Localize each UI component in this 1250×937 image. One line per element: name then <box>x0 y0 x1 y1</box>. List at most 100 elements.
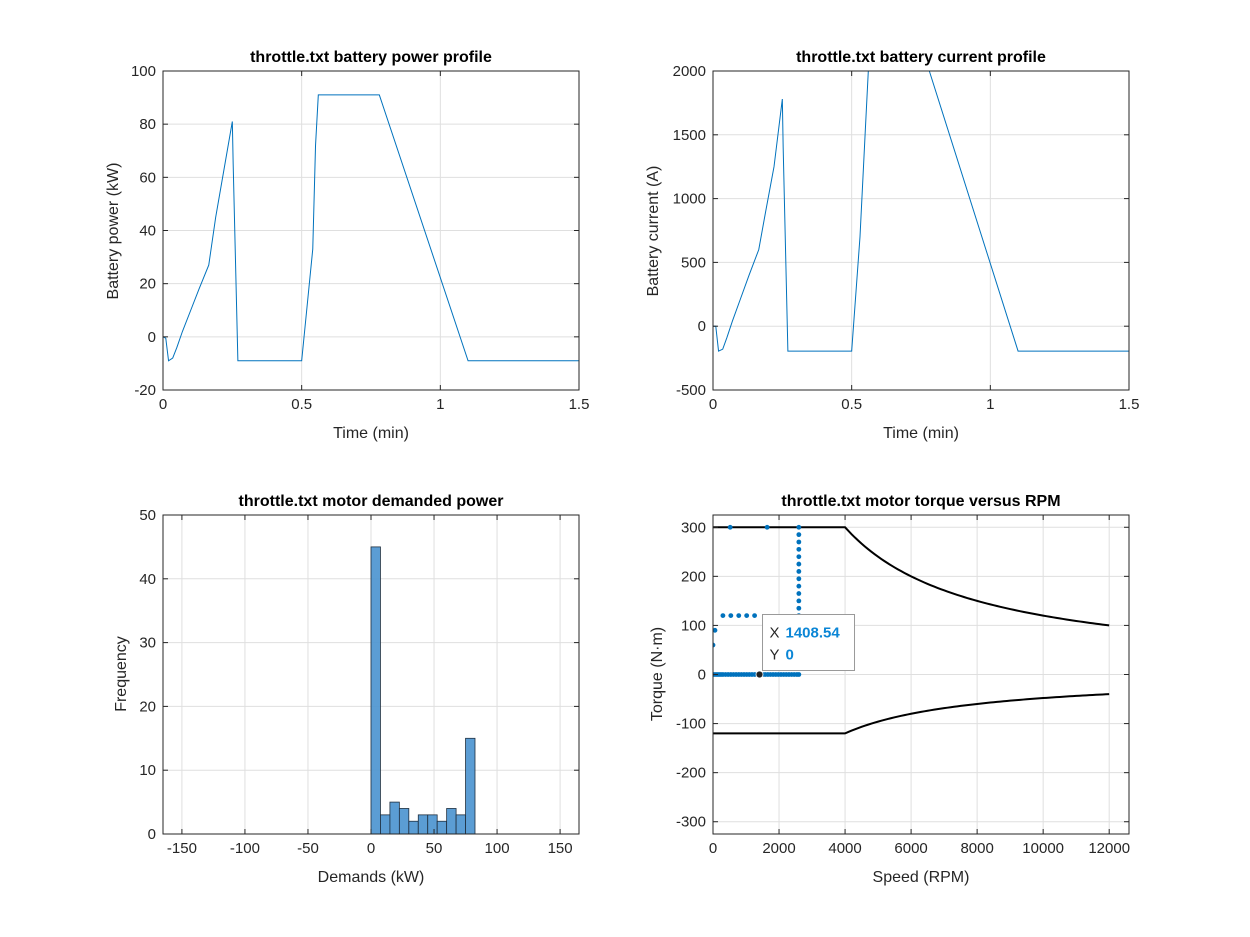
x-tick-label: 0 <box>709 840 717 857</box>
y-axis-label: Battery current (A) <box>645 166 662 297</box>
scatter-point[interactable] <box>796 598 802 604</box>
histogram-bar[interactable] <box>436 820 448 834</box>
datatip-y-label: Y <box>770 647 780 664</box>
scatter-point[interactable] <box>796 672 802 677</box>
scatter-point[interactable] <box>796 539 802 545</box>
scatter-point[interactable] <box>796 576 802 582</box>
y-tick-label: -20 <box>134 382 156 399</box>
y-tick-label: 0 <box>148 329 156 346</box>
y-tick-label: 1000 <box>673 191 706 208</box>
y-tick-label: 100 <box>681 617 706 634</box>
histogram-bar[interactable] <box>446 808 457 834</box>
histogram-bar[interactable] <box>370 546 381 834</box>
scatter-point[interactable] <box>796 532 802 538</box>
y-tick-label: 1500 <box>673 127 706 144</box>
x-tick-label: 4000 <box>828 840 861 857</box>
axes-battery-current[interactable]: throttle.txt battery current profile Tim… <box>645 49 1139 442</box>
x-tick-label: 0.5 <box>841 396 862 413</box>
x-tick-label: 8000 <box>960 840 993 857</box>
histogram-bar[interactable] <box>427 814 438 834</box>
datatip[interactable]: X 1408.54 Y 0 <box>762 614 856 671</box>
y-tick-label: 100 <box>131 63 156 80</box>
y-tick-label: 200 <box>681 568 706 585</box>
x-tick-label: 0.5 <box>291 396 312 413</box>
data-marks <box>370 546 476 834</box>
axes-demanded-power-histogram[interactable]: throttle.txt motor demanded power Demand… <box>113 493 580 886</box>
datatip-marker[interactable] <box>755 670 764 679</box>
y-tick-label: 40 <box>139 571 156 588</box>
y-tick-label: -300 <box>676 814 706 831</box>
y-axis-label: Frequency <box>113 636 130 712</box>
x-axis-label: Speed (RPM) <box>873 869 970 886</box>
plot-area <box>713 71 1129 390</box>
scatter-point[interactable] <box>728 613 734 619</box>
grid <box>163 71 579 390</box>
histogram-bar[interactable] <box>417 814 429 834</box>
scatter-point[interactable] <box>720 613 726 619</box>
y-tick-label: 30 <box>139 635 156 652</box>
scatter-point[interactable] <box>796 605 802 611</box>
x-tick-label: 1.5 <box>1119 396 1140 413</box>
scatter-point[interactable] <box>736 613 742 619</box>
datatip-box <box>762 614 856 671</box>
grid <box>713 71 1129 390</box>
x-tick-label: 1 <box>436 396 444 413</box>
chart-title: throttle.txt motor demanded power <box>239 493 504 510</box>
y-tick-label: 0 <box>698 318 706 335</box>
max-torque-envelope[interactable] <box>713 526 1110 627</box>
axes-border <box>712 70 1130 391</box>
scatter-point[interactable] <box>744 613 750 619</box>
y-axis-label: Battery power (kW) <box>105 163 122 300</box>
scatter-point[interactable] <box>713 627 718 633</box>
datatip-y-value: 0 <box>786 647 794 664</box>
y-tick-label: 300 <box>681 519 706 536</box>
x-axis-label: Time (min) <box>883 425 959 442</box>
histogram-bar[interactable] <box>465 737 476 834</box>
axes-battery-power[interactable]: throttle.txt battery power profile Time … <box>105 49 589 442</box>
scatter-point[interactable] <box>796 569 802 574</box>
x-tick-label: 6000 <box>894 840 927 857</box>
axes-torque-vs-rpm[interactable]: throttle.txt motor torque versus RPM Spe… <box>649 493 1130 886</box>
x-tick-label: 150 <box>548 840 573 857</box>
x-tick-label: 1.5 <box>569 396 590 413</box>
series-line[interactable] <box>713 71 1129 352</box>
chart-title: throttle.txt motor torque versus RPM <box>781 493 1060 510</box>
min-torque-envelope[interactable] <box>713 693 1110 735</box>
scatter-point[interactable] <box>796 583 802 589</box>
scatter-point[interactable] <box>727 524 733 530</box>
y-tick-label: -200 <box>676 765 706 782</box>
histogram-bar[interactable] <box>398 808 410 834</box>
scatter-point[interactable] <box>796 524 802 530</box>
x-axis-label: Demands (kW) <box>318 869 425 886</box>
chart-title: throttle.txt battery power profile <box>250 49 492 66</box>
datatip-x-label: X <box>770 625 780 642</box>
x-tick-label: 10000 <box>1022 840 1064 857</box>
y-tick-label: 40 <box>139 223 156 240</box>
scatter-point[interactable] <box>796 546 802 552</box>
scatter-point[interactable] <box>752 613 757 619</box>
scatter-point[interactable] <box>796 561 802 567</box>
y-tick-label: 60 <box>139 169 156 186</box>
scatter-point[interactable] <box>796 591 802 596</box>
x-tick-label: -100 <box>230 840 260 857</box>
histogram-bar[interactable] <box>455 814 466 834</box>
scatter-point[interactable] <box>711 642 716 648</box>
x-tick-label: -150 <box>167 840 197 857</box>
x-tick-label: -50 <box>297 840 319 857</box>
histogram-bar[interactable] <box>380 814 391 834</box>
histogram-bar[interactable] <box>408 820 419 834</box>
series-line[interactable] <box>163 94 579 362</box>
y-tick-label: 0 <box>148 826 156 843</box>
chart-title: throttle.txt battery current profile <box>796 49 1046 66</box>
y-tick-label: -500 <box>676 382 706 399</box>
scatter-point[interactable] <box>796 554 802 560</box>
x-tick-label: 12000 <box>1088 840 1130 857</box>
histogram-bar[interactable] <box>389 801 400 834</box>
x-tick-label: 0 <box>367 840 375 857</box>
y-tick-label: 500 <box>681 254 706 271</box>
datatip-x-value: 1408.54 <box>786 625 841 642</box>
y-tick-label: 10 <box>139 762 156 779</box>
scatter-point[interactable] <box>764 524 770 530</box>
x-tick-label: 2000 <box>762 840 795 857</box>
y-tick-label: 50 <box>139 507 156 524</box>
